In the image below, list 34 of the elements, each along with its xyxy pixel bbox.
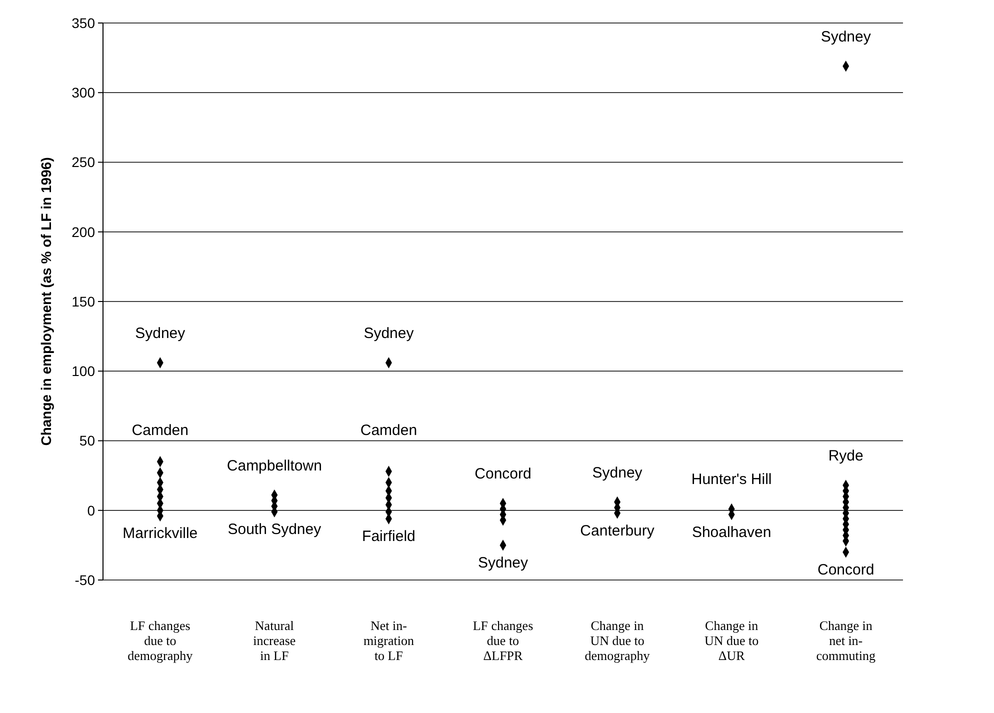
x-tick-label: Change in UN due to demography [584, 618, 650, 663]
x-tick-label: LF changes due to demography [128, 618, 194, 663]
y-tick-label: -50 [74, 572, 96, 588]
x-tick-label: Change in net in-commuting [816, 618, 876, 663]
annotation: Fairfield [362, 528, 416, 545]
annotation: Sydney [135, 325, 186, 342]
y-tick-label: 300 [72, 84, 96, 101]
y-tick-label: 250 [72, 154, 96, 170]
annotation: South Sydney [228, 521, 322, 538]
y-tick-label: 100 [72, 363, 96, 380]
annotation: Shoalhaven [692, 524, 772, 541]
x-tick-label: Change in UN due to ΔUR [704, 618, 759, 663]
y-tick-label: 50 [79, 432, 96, 449]
x-tick-label: Natural increase in LF [253, 618, 296, 663]
annotation: Concord [818, 561, 874, 578]
annotation: Sydney [364, 325, 414, 342]
annotation: Sydney [820, 28, 872, 46]
annotation: Sydney [478, 554, 529, 572]
x-tick-label: Net in-migration to LF [363, 618, 414, 663]
annotation: Sydney [592, 464, 643, 482]
x-tick-label: LF changes due to ΔLFPR [472, 618, 534, 663]
annotation: Campbelltown [226, 457, 322, 474]
annotation: Camden [132, 422, 188, 439]
annotation: Marrickville [122, 525, 198, 542]
y-tick-label: 200 [72, 224, 96, 240]
y-tick-label: 350 [72, 14, 96, 31]
annotation: Concord [474, 466, 532, 483]
y-axis-title: Change in employment (as % of LF in 1996) [38, 157, 54, 446]
y-tick-label: 0 [87, 502, 96, 518]
annotation: Ryde [828, 448, 864, 465]
annotation: Hunter's Hill [691, 471, 772, 488]
annotation: Canterbury [580, 522, 655, 540]
y-tick-label: 150 [72, 293, 96, 310]
annotation: Camden [360, 422, 418, 439]
